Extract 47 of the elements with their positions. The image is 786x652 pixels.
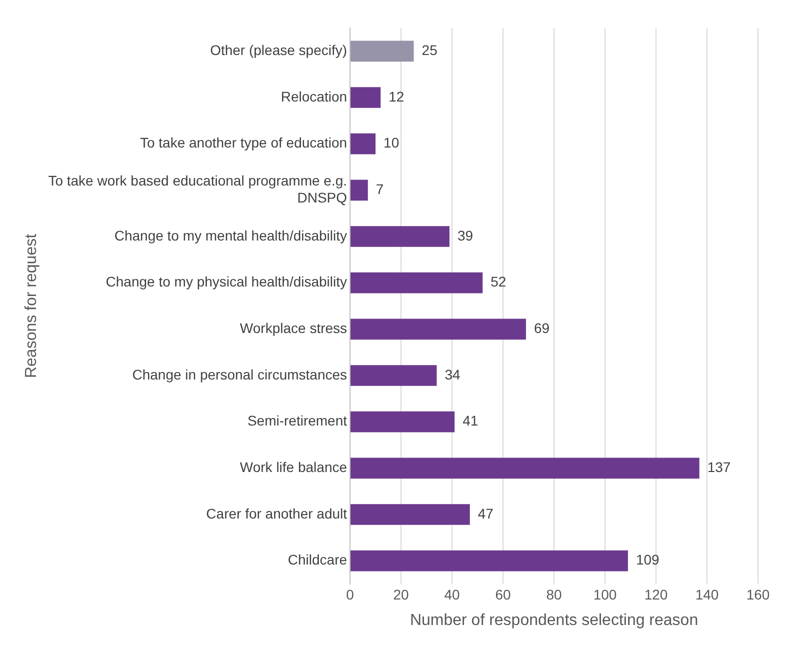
y-tick-label: Workplace stress — [240, 320, 348, 336]
y-tick-label: Relocation — [280, 88, 348, 104]
data-label: 47 — [478, 505, 494, 522]
y-tick-label: Change to my physical health/disability — [106, 274, 348, 290]
data-label: 39 — [457, 227, 474, 244]
x-tick-label: 20 — [393, 586, 410, 602]
y-tick-label: Work life balance — [240, 459, 348, 476]
bar — [350, 458, 700, 479]
y-tick-label: Carer for another adult — [206, 505, 348, 522]
y-axis-title: Reasons for request — [23, 233, 40, 378]
x-tick-label: 160 — [746, 586, 770, 602]
data-label: 10 — [384, 134, 400, 151]
x-tick-label: 80 — [546, 586, 562, 602]
data-label: 69 — [534, 320, 550, 336]
bar — [350, 180, 368, 201]
data-label: 7 — [376, 181, 384, 198]
y-tick-label: Other (please specify) — [210, 42, 348, 58]
bar — [350, 318, 526, 340]
data-label: 52 — [490, 274, 506, 290]
y-tick-label: Change in personal circumstances — [132, 366, 348, 382]
data-label: 137 — [707, 459, 731, 476]
bar — [350, 411, 455, 432]
y-tick-label: Childcare — [288, 552, 348, 568]
y-tick-label: Change to my mental health/disability — [114, 227, 348, 244]
bar — [350, 133, 376, 154]
y-tick-label: To take another type of education — [140, 134, 348, 151]
bar — [350, 504, 470, 525]
bar — [350, 226, 450, 247]
data-label: 12 — [388, 88, 404, 104]
x-tick-label: 100 — [593, 586, 617, 602]
bar — [350, 87, 381, 108]
x-tick-label: 0 — [346, 586, 354, 602]
data-label: 41 — [462, 412, 478, 429]
data-label: 25 — [422, 42, 438, 58]
y-tick-label: Semi-retirement — [247, 412, 348, 429]
data-label: 34 — [444, 366, 461, 382]
x-tick-label: 120 — [644, 586, 668, 602]
bar — [350, 365, 437, 386]
x-tick-label: 60 — [495, 586, 512, 602]
data-label: 109 — [636, 552, 660, 568]
x-tick-label: 140 — [695, 586, 719, 602]
x-axis-title: Number of respondents selecting reason — [410, 612, 698, 629]
y-tick-label: To take work based educational programme e.g. DNSPQ — [48, 172, 348, 206]
bar — [350, 550, 628, 572]
bar — [350, 40, 414, 62]
x-tick-label: 40 — [444, 586, 460, 602]
bar — [350, 272, 483, 294]
